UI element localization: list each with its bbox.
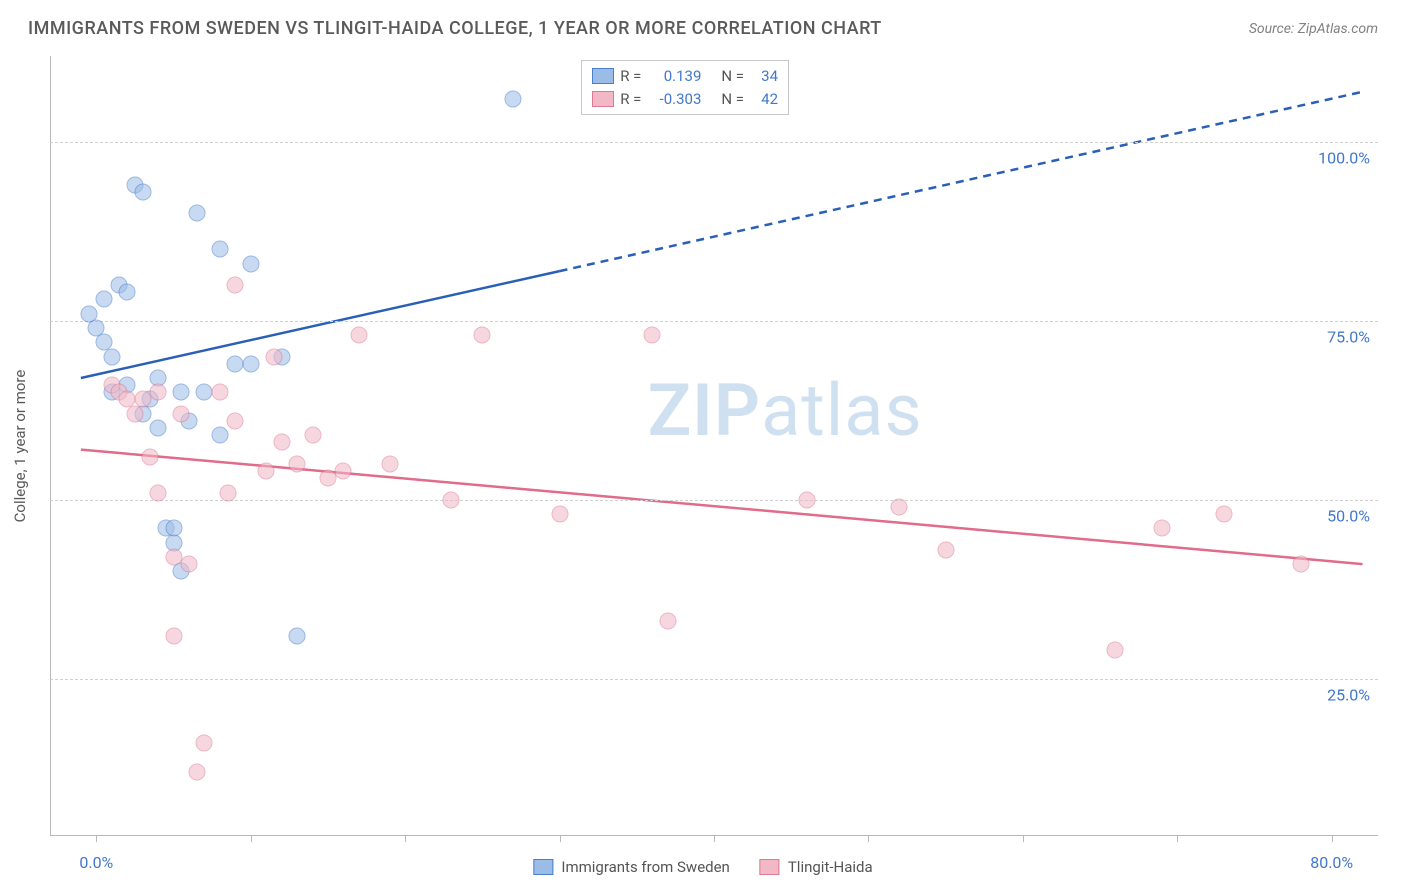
chart-area: College, 1 year or more ZIPatlas R =0.13… bbox=[50, 56, 1378, 836]
x-tick-label: 80.0% bbox=[1310, 853, 1353, 872]
data-point bbox=[443, 491, 460, 508]
data-point bbox=[142, 448, 159, 465]
x-tick-mark bbox=[96, 836, 97, 842]
gridline-h bbox=[50, 321, 1378, 322]
legend-swatch bbox=[533, 859, 553, 875]
x-tick-mark bbox=[868, 836, 869, 842]
data-point bbox=[196, 384, 213, 401]
series-name: Tlingit-Haida bbox=[788, 858, 873, 876]
y-tick-label: 100.0% bbox=[1318, 148, 1370, 167]
data-point bbox=[227, 355, 244, 372]
data-point bbox=[505, 90, 522, 107]
legend-swatch bbox=[592, 91, 614, 107]
legend-r-label: R = bbox=[620, 88, 641, 111]
series-name: Immigrants from Sweden bbox=[561, 858, 729, 876]
gridline-h bbox=[50, 679, 1378, 680]
data-point bbox=[165, 627, 182, 644]
data-point bbox=[211, 427, 228, 444]
correlation-legend: R = 0.139 N = 34 R = -0.303 N = 42 bbox=[581, 60, 789, 115]
data-point bbox=[188, 763, 205, 780]
legend-n-value: 34 bbox=[750, 65, 778, 88]
data-point bbox=[304, 427, 321, 444]
series-legend-item: Immigrants from Sweden bbox=[533, 858, 729, 876]
legend-n-value: 42 bbox=[750, 88, 778, 111]
data-point bbox=[242, 355, 259, 372]
trend-lines bbox=[50, 56, 1378, 836]
data-point bbox=[381, 455, 398, 472]
data-point bbox=[150, 484, 167, 501]
plot-region: ZIPatlas R =0.139N =34R =-0.303N =42 25.… bbox=[50, 56, 1378, 836]
data-point bbox=[659, 613, 676, 630]
data-point bbox=[242, 255, 259, 272]
header: IMMIGRANTS FROM SWEDEN VS TLINGIT-HAIDA … bbox=[28, 18, 1378, 39]
legend-row: R = -0.303 N = 42 bbox=[592, 88, 778, 111]
x-tick-mark bbox=[405, 836, 406, 842]
gridline-h bbox=[50, 500, 1378, 501]
data-point bbox=[335, 463, 352, 480]
data-point bbox=[1107, 641, 1124, 658]
data-point bbox=[227, 276, 244, 293]
y-tick-label: 25.0% bbox=[1327, 685, 1370, 704]
trend-line-dashed bbox=[560, 92, 1363, 271]
data-point bbox=[96, 291, 113, 308]
x-tick-mark bbox=[560, 836, 561, 842]
data-point bbox=[103, 348, 120, 365]
data-point bbox=[937, 541, 954, 558]
x-tick-mark bbox=[714, 836, 715, 842]
trend-line-solid bbox=[81, 271, 560, 378]
data-point bbox=[211, 241, 228, 258]
x-tick-mark bbox=[1332, 836, 1333, 842]
data-point bbox=[219, 484, 236, 501]
data-point bbox=[211, 384, 228, 401]
legend-r-label: R = bbox=[620, 65, 641, 88]
data-point bbox=[173, 405, 190, 422]
legend-r-value: -0.303 bbox=[647, 88, 701, 111]
legend-n-label: N = bbox=[721, 65, 744, 88]
data-point bbox=[180, 556, 197, 573]
series-legend: Immigrants from Sweden Tlingit-Haida bbox=[533, 858, 872, 876]
y-axis-label: College, 1 year or more bbox=[11, 370, 29, 523]
data-point bbox=[350, 327, 367, 344]
data-point bbox=[798, 491, 815, 508]
legend-n-label: N = bbox=[721, 88, 744, 111]
data-point bbox=[1153, 520, 1170, 537]
data-point bbox=[150, 384, 167, 401]
data-point bbox=[165, 548, 182, 565]
chart-title: IMMIGRANTS FROM SWEDEN VS TLINGIT-HAIDA … bbox=[28, 18, 882, 39]
y-tick-label: 75.0% bbox=[1327, 327, 1370, 346]
data-point bbox=[150, 420, 167, 437]
data-point bbox=[273, 434, 290, 451]
data-point bbox=[289, 627, 306, 644]
legend-row: R = 0.139 N = 34 bbox=[592, 65, 778, 88]
data-point bbox=[173, 384, 190, 401]
data-point bbox=[258, 463, 275, 480]
data-point bbox=[265, 348, 282, 365]
x-tick-mark bbox=[251, 836, 252, 842]
x-tick-mark bbox=[1023, 836, 1024, 842]
legend-swatch bbox=[760, 859, 780, 875]
gridline-h bbox=[50, 142, 1378, 143]
source-label: Source: ZipAtlas.com bbox=[1249, 21, 1378, 37]
data-point bbox=[134, 391, 151, 408]
legend-r-value: 0.139 bbox=[647, 65, 701, 88]
data-point bbox=[1215, 505, 1232, 522]
series-legend-item: Tlingit-Haida bbox=[760, 858, 873, 876]
data-point bbox=[551, 505, 568, 522]
y-tick-label: 50.0% bbox=[1327, 506, 1370, 525]
data-point bbox=[319, 470, 336, 487]
data-point bbox=[188, 205, 205, 222]
data-point bbox=[644, 327, 661, 344]
data-point bbox=[227, 412, 244, 429]
x-tick-label: 0.0% bbox=[79, 853, 113, 872]
data-point bbox=[1292, 556, 1309, 573]
data-point bbox=[196, 734, 213, 751]
data-point bbox=[134, 183, 151, 200]
data-point bbox=[891, 498, 908, 515]
legend-swatch bbox=[592, 68, 614, 84]
data-point bbox=[474, 327, 491, 344]
x-tick-mark bbox=[1177, 836, 1178, 842]
data-point bbox=[289, 455, 306, 472]
data-point bbox=[119, 284, 136, 301]
